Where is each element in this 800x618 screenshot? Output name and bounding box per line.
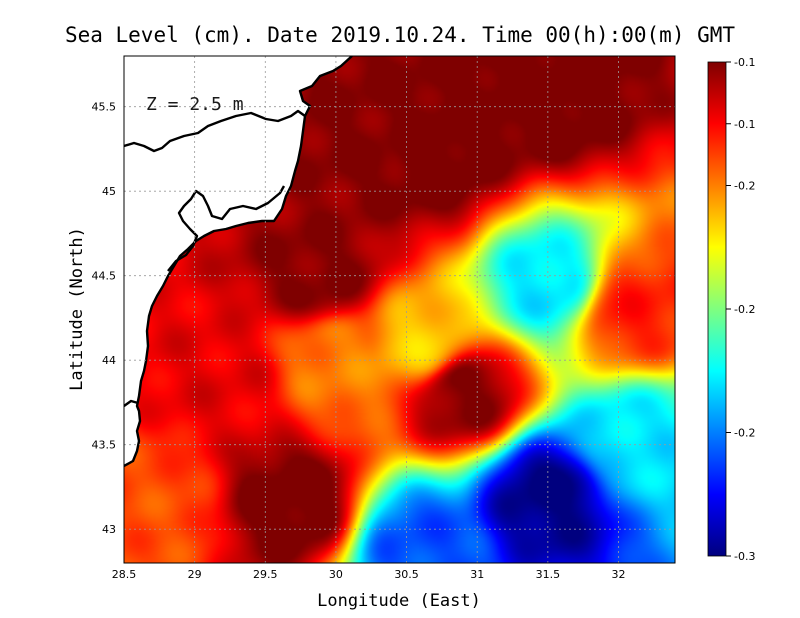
coastline [124,56,353,468]
y-tick-label: 45 [102,185,116,198]
y-tick-label: 44.5 [92,270,117,283]
y-tick-label: 44 [102,354,116,367]
colorbar-tick-label: -0.3 [734,550,755,563]
plot-frame [123,55,676,564]
colorbar: -0.1 -0.1 -0.2 -0.2 -0.2 -0.3 [707,56,755,563]
colorbar-tick-label: -0.1 [734,118,755,131]
y-tick-label: 43 [102,523,116,536]
x-tick-label: 30 [329,568,343,581]
x-axis-ticks: 28.5 29 29.5 30 30.5 31 31.5 32 [112,568,626,581]
colorbar-tick-label: -0.1 [734,56,755,69]
x-tick-label: 32 [611,568,625,581]
colorbar-tick-label: -0.2 [734,180,755,193]
coastline-lagoon [124,109,306,153]
x-tick-label: 29 [188,568,202,581]
y-axis-label: Latitude (North) [67,227,87,391]
colorbar-ticks: -0.1 -0.1 -0.2 -0.2 -0.2 -0.3 [726,56,755,563]
y-tick-label: 45.5 [92,101,117,114]
y-axis-ticks: 43 43.5 44 44.5 45 45.5 [92,101,117,537]
y-tick-label: 43.5 [92,439,117,452]
colorbar-gradient [707,61,727,557]
coastline-cove [124,399,139,407]
x-tick-label: 31.5 [536,568,561,581]
colorbar-tick-label: -0.2 [734,303,755,316]
x-tick-label: 31 [470,568,484,581]
land-mask [124,56,352,466]
x-axis-label: Longitude (East) [317,591,481,611]
x-tick-label: 30.5 [394,568,419,581]
plot-area [124,56,675,563]
chart-title: Sea Level (cm). Date 2019.10.24. Time 00… [65,23,735,47]
depth-annotation: Z = 2.5 m [146,94,244,115]
x-tick-label: 29.5 [253,568,278,581]
grid-lines [124,56,675,563]
colorbar-tick-label: -0.2 [734,427,755,440]
x-tick-label: 28.5 [112,568,137,581]
